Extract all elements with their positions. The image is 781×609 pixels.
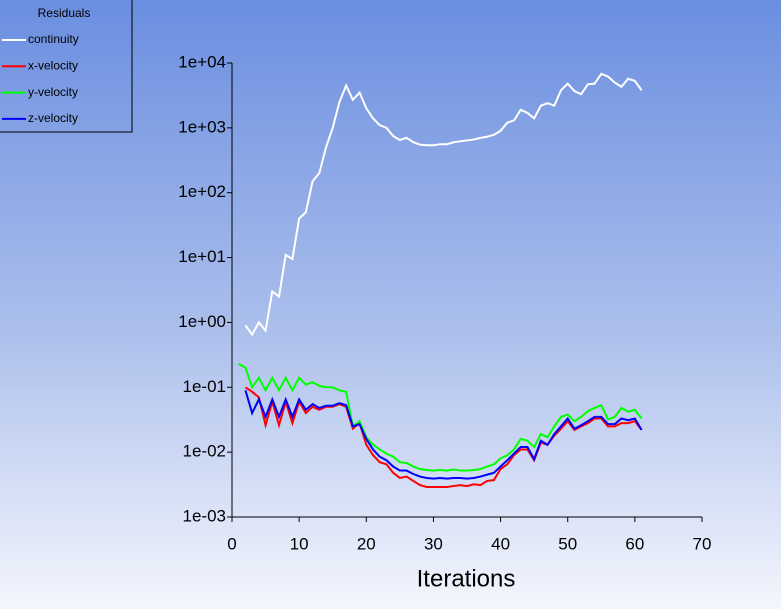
legend-box: [0, 0, 133, 133]
y-tick-label: 1e+03: [178, 117, 226, 136]
x-tick-label: 70: [693, 534, 712, 553]
legend-label: continuity: [28, 32, 79, 46]
x-tick-label: 20: [357, 534, 376, 553]
legend-title: Residuals: [38, 6, 91, 20]
series-line: [244, 389, 643, 480]
legend-label: y-velocity: [28, 85, 78, 99]
series-line: [238, 362, 643, 472]
x-tick-label: 10: [290, 534, 309, 553]
y-tick-label: 1e+01: [178, 247, 226, 266]
y-tick-label: 1e+02: [178, 182, 226, 201]
x-axis-title: Iterations: [417, 565, 516, 592]
series-line: [244, 72, 643, 337]
y-tick-label: 1e-02: [183, 442, 226, 461]
legend-label: z-velocity: [28, 111, 78, 125]
x-tick-label: 60: [625, 534, 644, 553]
y-tick-label: 1e+00: [178, 312, 226, 331]
series-line: [244, 386, 643, 489]
x-tick-label: 50: [558, 534, 577, 553]
x-tick-label: 30: [424, 534, 443, 553]
x-tick-label: 0: [227, 534, 236, 553]
x-tick-label: 40: [491, 534, 510, 553]
y-tick-label: 1e-01: [183, 377, 226, 396]
legend-label: x-velocity: [28, 58, 78, 72]
y-tick-label: 1e-03: [183, 506, 226, 525]
y-tick-label: 1e+04: [178, 52, 226, 71]
